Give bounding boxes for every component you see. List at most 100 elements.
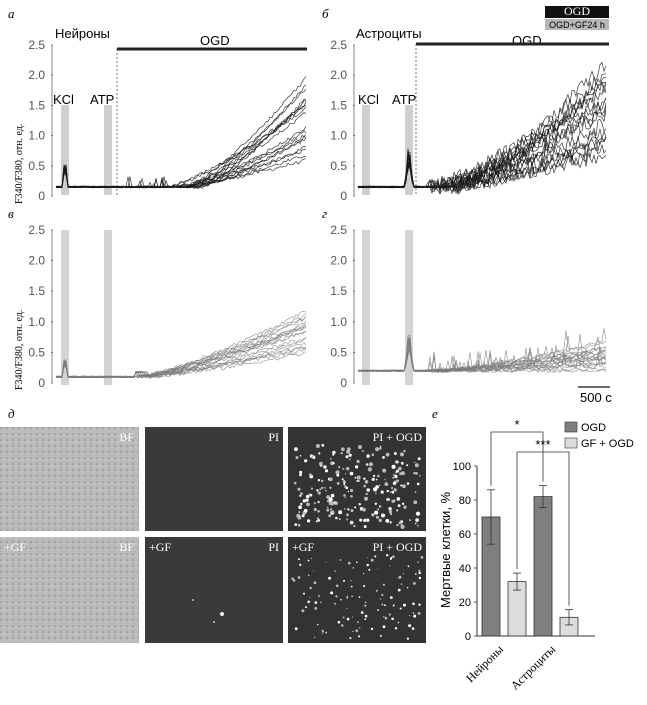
pi-cell	[353, 524, 356, 528]
ytick-label: 2.5	[28, 38, 45, 52]
panel-b-title: Астроциты	[356, 26, 422, 41]
pi-cell	[375, 492, 377, 495]
bar-chart: е OGD GF + OGD 0 20 40 60 80 100 Мертвые клетк…	[432, 406, 634, 693]
pi-cell	[299, 455, 302, 457]
panel-b-traces	[357, 61, 607, 195]
pi-cell	[396, 509, 399, 512]
pi-cell	[412, 612, 415, 614]
micro-gf-pi-ogd	[288, 537, 426, 643]
pi-cell	[325, 562, 327, 563]
panel-a-atp-band	[104, 105, 112, 195]
cell-trace	[357, 61, 607, 192]
pi-cell	[394, 627, 398, 630]
pi-cell	[326, 506, 329, 509]
pi-cell	[344, 473, 347, 475]
pi-cell	[315, 444, 320, 448]
pi-cell	[400, 524, 405, 530]
pi-cell	[349, 520, 354, 525]
pi-cell	[385, 452, 390, 457]
pi-cell	[307, 559, 310, 562]
pi-cell	[343, 483, 346, 486]
pi-cell	[400, 583, 403, 585]
pi-cell	[324, 469, 329, 473]
pi-cell	[384, 616, 388, 620]
pi-cell	[318, 452, 321, 455]
pi-cell	[305, 494, 310, 499]
ytick-label: 1.0	[330, 129, 347, 143]
pi-cell	[316, 517, 320, 520]
cell-trace	[55, 99, 307, 189]
bar-significance: ****	[490, 417, 570, 606]
pi-cell	[388, 613, 391, 616]
pi-cell	[368, 568, 371, 571]
micro-gf-pi-tag: PI	[268, 540, 279, 554]
pi-cell	[392, 481, 397, 485]
panel-d: г 0 0.5 1.0 1.5 2.0 2.5 500 с	[322, 206, 612, 405]
pi-cell	[328, 497, 333, 502]
micro-gf-pi-ogd-prefix: +GF	[292, 540, 314, 554]
pi-cell	[346, 608, 348, 610]
pi-cell	[358, 503, 361, 506]
pi-cell	[363, 477, 366, 480]
pi-cell	[409, 615, 411, 616]
pi-cell	[355, 629, 359, 633]
pi-cell	[317, 623, 319, 626]
pi-cell	[333, 501, 336, 504]
pi-cell	[362, 507, 366, 512]
pi-cell	[358, 596, 361, 598]
pi-cell	[409, 519, 411, 522]
pi-cell	[346, 513, 349, 517]
pi-cell	[365, 492, 368, 496]
panel-d-kcl-band	[362, 230, 370, 385]
pi-cell	[329, 477, 333, 482]
pi-cell	[326, 499, 330, 503]
pi-cell	[299, 563, 302, 567]
cell-trace	[55, 112, 307, 189]
scale-bar-label: 500 с	[580, 390, 612, 405]
pi-cell	[295, 456, 299, 460]
legend-label: OGD	[581, 422, 606, 434]
bar-panel-letter: е	[432, 406, 438, 421]
ytick-label: 2.5	[28, 223, 45, 237]
panel-a-ylabel: F340/F380, отн. ед.	[14, 124, 25, 204]
legend-swatch	[564, 421, 578, 433]
cell-trace	[55, 105, 307, 189]
pi-cell	[343, 494, 346, 497]
micro-gf-pi	[145, 537, 283, 643]
pi-cell	[321, 486, 324, 490]
pi-cell	[341, 478, 344, 481]
pi-cell	[349, 488, 354, 493]
pi-cell	[330, 508, 333, 511]
ytick-label: 2.0	[28, 68, 45, 82]
pi-cell	[345, 455, 349, 459]
pi-cell	[382, 456, 385, 459]
bar-ytick-label: 80	[459, 495, 471, 507]
bar-ylabel: Мертвые клетки, %	[438, 491, 453, 608]
pi-cell	[415, 573, 417, 575]
panel-a-traces	[55, 76, 307, 189]
pi-cell	[325, 631, 328, 634]
pi-cell	[313, 502, 316, 505]
panel-d-letter: г	[322, 206, 327, 221]
ytick-label: 1.0	[28, 315, 45, 329]
pi-cell	[377, 474, 380, 478]
pi-cell	[397, 577, 399, 579]
panel-a-yticks: 0 0.5 1.0 1.5 2.0 2.5	[28, 38, 53, 203]
pi-cell	[356, 459, 360, 464]
ytick-label: 0	[38, 376, 45, 390]
pi-cell	[297, 523, 301, 527]
pi-cell	[379, 445, 382, 448]
panel-d-atp-band	[405, 230, 413, 385]
bar-marks	[481, 485, 579, 637]
pi-cell	[380, 490, 384, 494]
pi-cell	[417, 612, 421, 615]
cell-trace	[55, 156, 307, 189]
pi-cell	[390, 556, 393, 559]
cell-trace	[55, 106, 307, 189]
panel-b-kcl-band	[362, 105, 370, 195]
pi-cell	[402, 484, 406, 489]
pi-cell	[336, 482, 340, 485]
panel-b-atp: ATP	[392, 92, 416, 107]
pi-cell	[297, 487, 301, 491]
pi-cell	[309, 473, 312, 477]
